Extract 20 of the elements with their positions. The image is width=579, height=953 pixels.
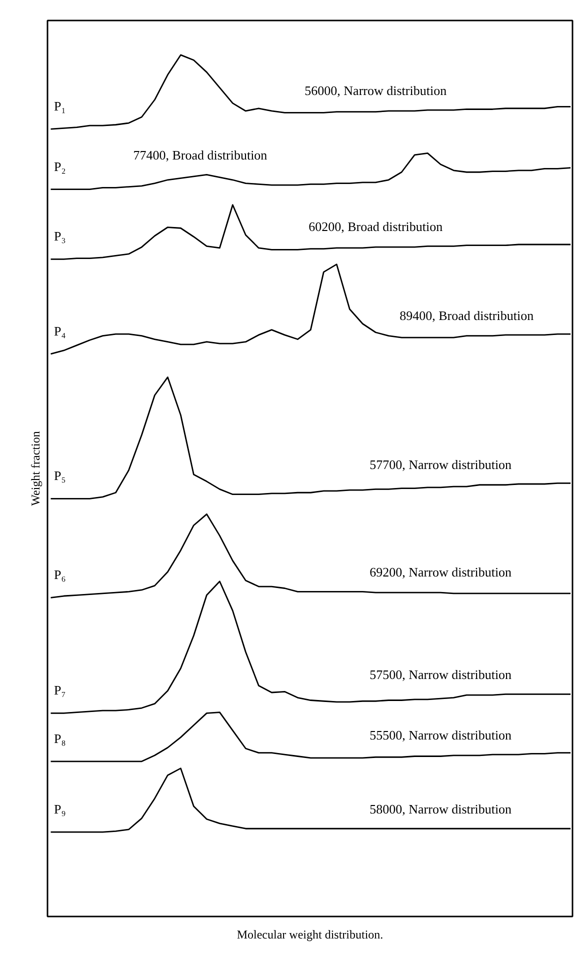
series-label: P₆ (54, 567, 66, 582)
x-axis-title: Molecular weight distribution. (236, 928, 384, 942)
annotation: 57500, Narrow distribution (370, 667, 512, 682)
annotation: 69200, Narrow distribution (370, 564, 512, 580)
annotation: 77400, Broad distribution (133, 148, 268, 163)
series-label: P₅ (54, 468, 66, 484)
series-label: P₇ (54, 682, 66, 698)
series-label: P₈ (54, 730, 66, 746)
series-label: P₁ (54, 98, 66, 114)
series-label: P₃ (54, 228, 66, 244)
series-label: P₉ (54, 802, 66, 817)
y-axis-title: Weight fraction (28, 431, 42, 506)
annotation: 60200, Broad distribution (308, 219, 444, 234)
annotation: 57700, Narrow distribution (370, 456, 512, 472)
annotation: 55500, Narrow distribution (370, 727, 512, 742)
annotation: 58000, Narrow distribution (370, 802, 512, 817)
annotation: 89400, Broad distribution (400, 308, 534, 323)
annotation: 56000, Narrow distribution (304, 83, 448, 98)
series-label: P₄ (54, 323, 66, 338)
series-label: P₂ (54, 158, 66, 174)
